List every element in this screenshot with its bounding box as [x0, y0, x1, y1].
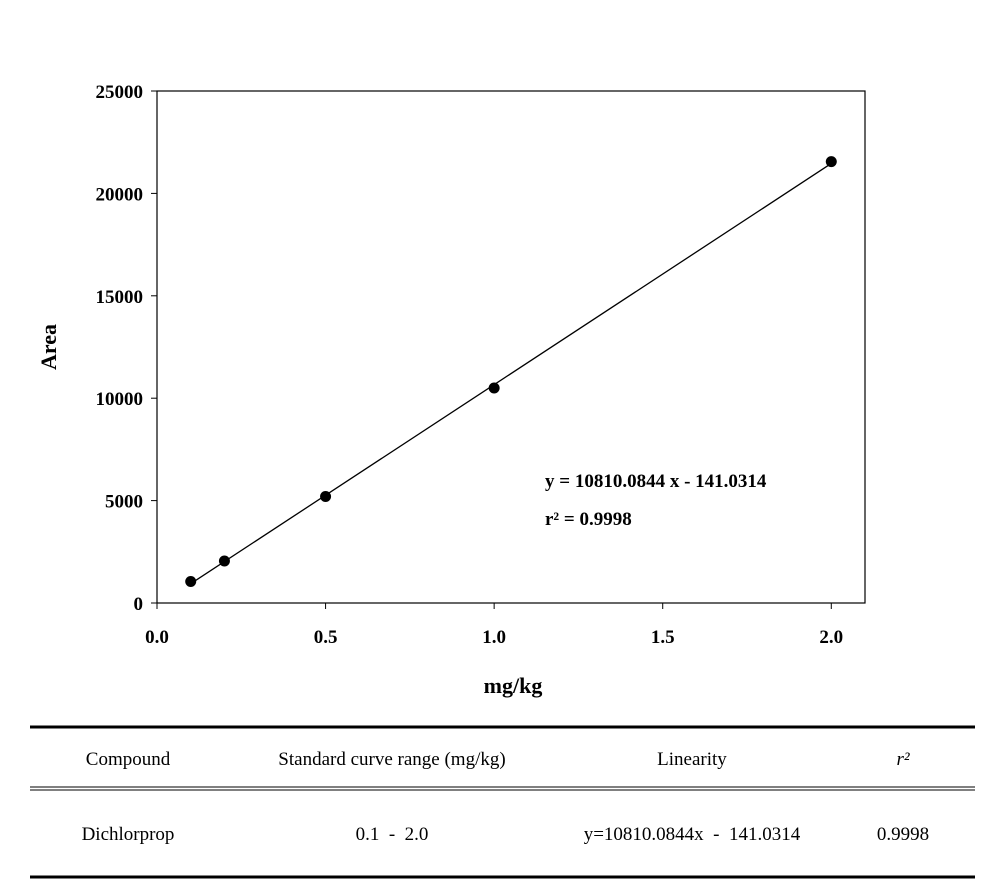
y-tick-label: 0 [134, 594, 144, 615]
table-cell: y=10810.0844x - 141.0314 [584, 824, 801, 845]
y-tick-label: 5000 [105, 492, 143, 513]
table-header: Standard curve range (mg/kg) [278, 749, 505, 770]
trend-line [190, 162, 832, 585]
x-tick-label: 1.0 [482, 627, 506, 648]
point [825, 156, 837, 168]
y-tick-label: 20000 [96, 184, 144, 205]
x-tick-label: 2.0 [819, 627, 843, 648]
point [320, 491, 332, 503]
table-header: Linearity [657, 749, 727, 770]
table-cell: 0.9998 [877, 824, 929, 845]
table-header: r² [896, 749, 909, 770]
r-squared: r² = 0.9998 [545, 509, 632, 530]
table-header: Compound [86, 749, 171, 770]
y-tick-label: 25000 [96, 82, 144, 103]
table-cell: 0.1 - 2.0 [356, 824, 429, 845]
y-tick-label: 10000 [96, 389, 144, 410]
x-tick-label: 0.0 [145, 627, 169, 648]
x-axis-label: mg/kg [484, 673, 543, 698]
x-tick-label: 1.5 [651, 627, 675, 648]
equation: y = 10810.0844 x - 141.0314 [545, 471, 767, 492]
y-tick-label: 15000 [96, 287, 144, 308]
x-tick-label: 0.5 [314, 627, 338, 648]
point [488, 382, 500, 394]
table-cell: Dichlorprop [82, 824, 175, 845]
point [185, 575, 197, 587]
point [218, 555, 230, 567]
y-axis-label: Area [36, 324, 61, 370]
plot-frame [156, 90, 866, 604]
